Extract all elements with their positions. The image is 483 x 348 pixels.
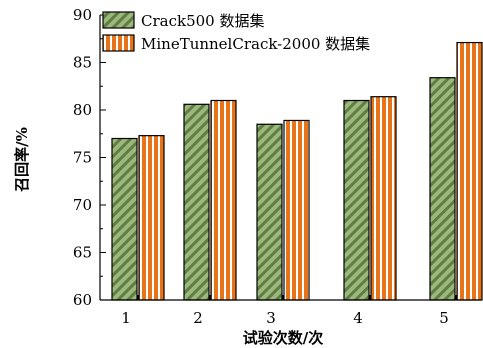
bar-series2-cat3 xyxy=(283,119,310,301)
bar-series1-cat2 xyxy=(183,103,210,301)
x-tick-label: 5 xyxy=(439,309,449,327)
y-tick-label: 80 xyxy=(73,101,92,119)
x-tick-label: 1 xyxy=(121,309,131,327)
axes: 60 65 70 75 80 85 90 1 2 3 4 5 xyxy=(73,6,481,327)
bar-series2-cat2 xyxy=(210,99,237,301)
y-tick-label: 65 xyxy=(73,244,92,262)
legend-label-series2: MineTunnelCrack-2000 数据集 xyxy=(141,35,370,53)
y-tick-label: 75 xyxy=(73,149,92,167)
y-tick-label: 60 xyxy=(73,291,92,309)
legend: Crack500 数据集 MineTunnelCrack-2000 数据集 xyxy=(102,11,370,53)
y-tick-label: 90 xyxy=(73,6,92,24)
legend-swatch-series2 xyxy=(102,34,135,52)
legend-label-series1: Crack500 数据集 xyxy=(141,12,264,30)
bar-series2-cat4 xyxy=(370,96,397,301)
bar-series1-cat1 xyxy=(111,137,138,301)
x-tick-label: 2 xyxy=(193,309,203,327)
y-axis-title: 召回率/% xyxy=(13,127,31,192)
bar-series1-cat3 xyxy=(256,123,283,301)
legend-swatch-series1 xyxy=(102,11,135,29)
x-tick-label: 3 xyxy=(266,309,276,327)
y-tick-label: 85 xyxy=(73,54,92,72)
x-axis-title: 试验次数/次 xyxy=(243,329,323,347)
x-tick-label: 4 xyxy=(353,309,363,327)
bar-series2-cat1 xyxy=(138,135,165,301)
y-tick-label: 70 xyxy=(73,196,92,214)
bar-series1-cat5 xyxy=(429,77,456,301)
bar-series1-cat4 xyxy=(343,99,370,301)
bar-series2-cat5 xyxy=(456,41,483,301)
plot-area xyxy=(111,41,483,301)
